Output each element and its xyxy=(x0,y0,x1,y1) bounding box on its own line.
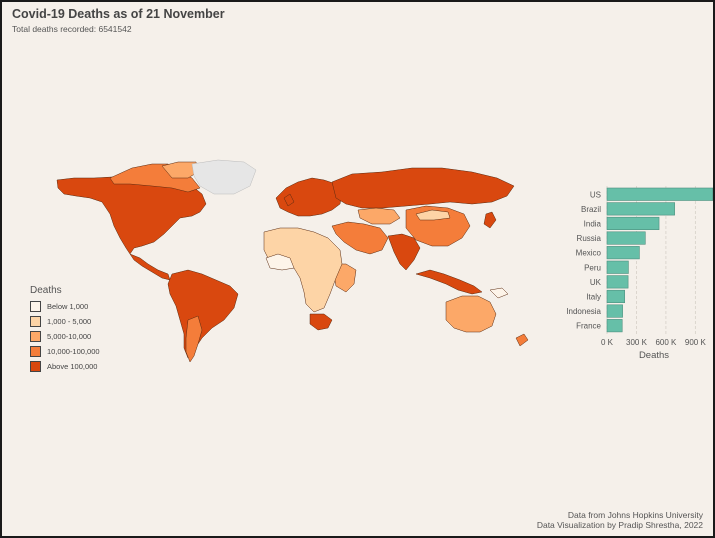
bar xyxy=(606,304,623,318)
russia-land xyxy=(331,167,515,209)
australia-land xyxy=(445,295,497,333)
bar xyxy=(606,275,629,289)
legend-label: 10,000-100,000 xyxy=(47,347,100,356)
europe-land xyxy=(275,177,343,217)
legend-label: Below 1,000 xyxy=(47,302,89,311)
southeast-asia-land xyxy=(415,269,483,295)
category-label: US xyxy=(590,190,601,199)
west-africa-land xyxy=(265,253,295,271)
antarctic-island-land xyxy=(191,159,257,195)
legend-title: Deaths xyxy=(30,285,62,296)
legend-item: 10,000-100,000 xyxy=(30,344,100,359)
legend-swatch xyxy=(30,361,41,372)
uk-land xyxy=(283,193,295,207)
chart-subtitle: Total deaths recorded: 6541542 xyxy=(12,24,132,34)
category-label: India xyxy=(584,219,602,228)
x-tick-label: 300 K xyxy=(626,338,648,347)
category-label: Italy xyxy=(586,292,601,301)
bar xyxy=(606,187,713,201)
category-label: UK xyxy=(590,278,602,287)
legend-label: 5,000-10,000 xyxy=(47,332,92,341)
bar xyxy=(606,246,640,260)
x-tick-label: 900 K xyxy=(685,338,707,347)
japan-land xyxy=(483,211,497,229)
middle-east-land xyxy=(331,221,389,255)
kazakhstan-land xyxy=(357,207,401,225)
legend-label: Above 100,000 xyxy=(47,362,98,371)
south-america-land xyxy=(167,269,239,359)
map-legend: Deaths Below 1,000 1,000 - 5,000 5,000-1… xyxy=(30,285,100,374)
category-label: Brazil xyxy=(581,205,601,214)
legend-swatch xyxy=(30,301,41,312)
legend-swatch xyxy=(30,331,41,342)
bar xyxy=(606,289,625,304)
bar xyxy=(606,319,623,333)
papua-new-guinea-land xyxy=(489,287,509,299)
legend-item: Above 100,000 xyxy=(30,359,100,374)
category-label: Mexico xyxy=(576,249,602,258)
south-africa-land xyxy=(309,313,333,331)
legend-swatch xyxy=(30,346,41,357)
footer-credits: Data from Johns Hopkins University Data … xyxy=(537,510,703,530)
category-label: Peru xyxy=(584,263,601,272)
x-tick-label: 0 K xyxy=(601,338,614,347)
legend-item: 5,000-10,000 xyxy=(30,329,100,344)
legend-item: Below 1,000 xyxy=(30,299,100,314)
category-label: Russia xyxy=(577,234,602,243)
legend-label: 1,000 - 5,000 xyxy=(47,317,92,326)
india-land xyxy=(387,233,421,271)
new-zealand-land xyxy=(515,333,529,347)
x-tick-label: 600 K xyxy=(655,338,677,347)
bar xyxy=(606,231,646,245)
bar xyxy=(606,202,675,216)
category-label: Indonesia xyxy=(566,307,601,316)
legend-item: 1,000 - 5,000 xyxy=(30,314,100,329)
chart-title: Covid-19 Deaths as of 21 November xyxy=(12,7,225,21)
argentina-land xyxy=(185,315,203,363)
x-axis-label: Deaths xyxy=(639,350,669,361)
legend-swatch xyxy=(30,316,41,327)
category-label: France xyxy=(576,322,601,331)
bar xyxy=(606,260,629,274)
visualization-credit: Data Visualization by Pradip Shrestha, 2… xyxy=(536,520,703,530)
bar xyxy=(606,216,660,230)
data-source-credit: Data from Johns Hopkins University xyxy=(567,510,703,520)
mongolia-land xyxy=(415,209,451,221)
